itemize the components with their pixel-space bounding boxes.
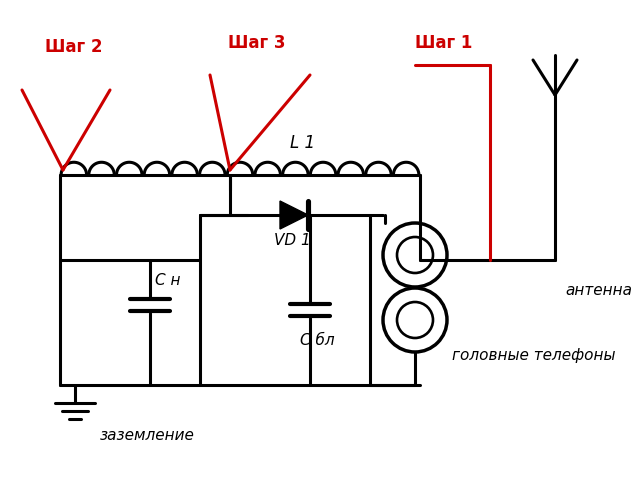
Polygon shape [280,201,308,229]
Text: L 1: L 1 [290,134,315,152]
Text: Шаг 2: Шаг 2 [45,38,102,56]
Text: Шаг 1: Шаг 1 [415,34,472,52]
Text: антенна: антенна [565,283,632,298]
Text: С бл: С бл [300,333,335,348]
Text: Шаг 3: Шаг 3 [228,34,285,52]
Text: заземление: заземление [100,428,195,443]
Text: VD 1: VD 1 [274,233,311,248]
Text: С н: С н [155,273,180,288]
Text: головные телефоны: головные телефоны [452,348,616,363]
